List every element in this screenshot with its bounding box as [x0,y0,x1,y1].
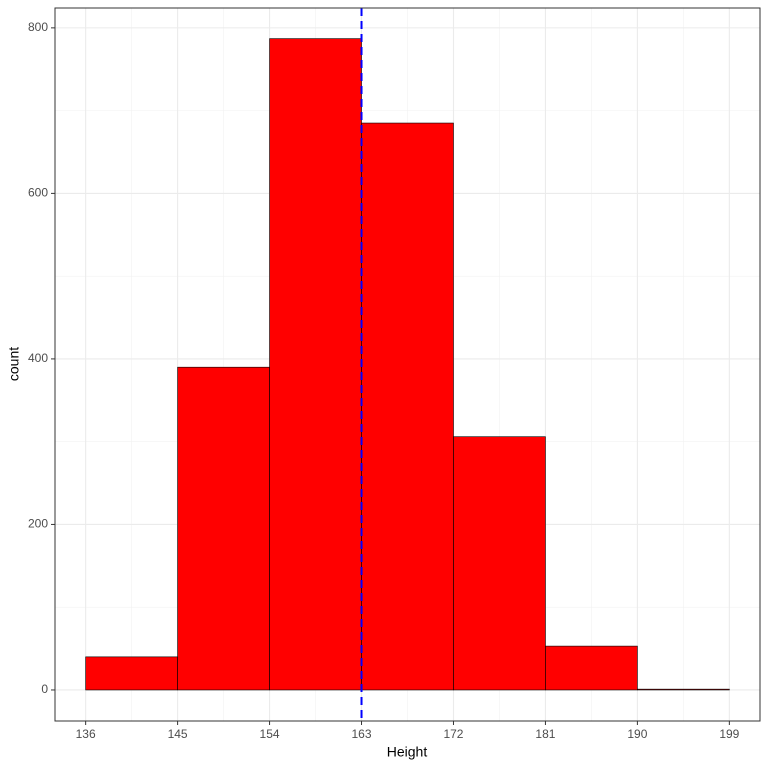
bar [85,656,178,691]
y-axis-title: count [6,347,22,381]
x-tick-label: 199 [719,727,739,741]
x-tick-label: 163 [352,727,372,741]
x-tick-label: 172 [443,727,463,741]
y-tick-label: 0 [41,682,48,696]
y-tick-label: 800 [28,20,48,34]
bar [177,366,270,691]
x-tick-label: 190 [627,727,647,741]
y-tick-label: 600 [28,186,48,200]
x-tick-label: 181 [535,727,555,741]
x-tick-label: 154 [260,727,280,741]
bar [361,122,454,691]
bar [269,38,362,691]
x-axis-title: Height [387,744,428,760]
x-tick-label: 145 [168,727,188,741]
bar [637,688,730,691]
panel-border [54,7,761,722]
bar [545,645,638,691]
bar [453,436,546,691]
y-tick-label: 200 [28,517,48,531]
y-tick-label: 400 [28,351,48,365]
x-tick-label: 136 [76,727,96,741]
